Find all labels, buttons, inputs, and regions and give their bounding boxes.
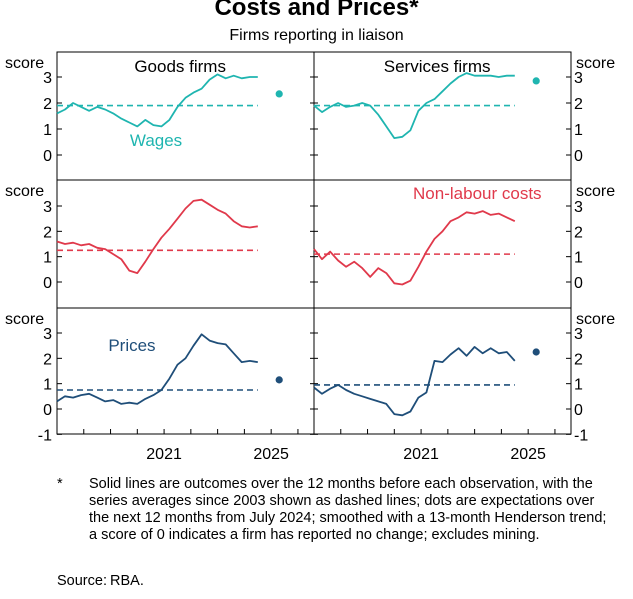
y-tick-label-right: 2 — [574, 96, 583, 113]
y-tick-label-right: 1 — [574, 250, 583, 267]
y-tick-label-left: 1 — [43, 377, 52, 394]
y-tick-label-left: 3 — [43, 70, 52, 87]
y-tick-label-right: 1 — [574, 122, 583, 139]
y-tick-label-right: 3 — [574, 199, 583, 216]
series-line-wages-services — [313, 72, 515, 140]
y-unit-right-0: score — [576, 55, 615, 72]
source-label: Source: — [57, 573, 107, 589]
y-tick-label-right: 3 — [574, 70, 583, 87]
column-title-services: Services firms — [384, 57, 491, 76]
chart-subtitle: Firms reporting in liaison — [229, 27, 404, 44]
series-line-prices-services — [313, 345, 516, 417]
y-tick-label-left: 2 — [43, 96, 52, 113]
y-tick-label-left: 2 — [43, 224, 52, 241]
x-tick-label: 2021 — [146, 446, 182, 463]
series-line-prices-goods — [56, 333, 258, 405]
y-tick-label-left: 1 — [43, 122, 52, 139]
y-unit-left-0: score — [5, 55, 44, 72]
expectation-dot-wages-goods — [275, 90, 283, 98]
expectation-dot-prices-goods — [275, 376, 283, 384]
y-tick-label-right: 0 — [574, 148, 583, 165]
y-tick-label-right: 1 — [574, 377, 583, 394]
y-unit-left-1: score — [5, 183, 44, 200]
y-tick-label-left: 3 — [43, 199, 52, 216]
y-tick-label-right: -1 — [574, 427, 588, 444]
label-prices: Prices — [108, 336, 155, 355]
y-tick-label-left: 1 — [43, 250, 52, 267]
chart-title: Costs and Prices* — [214, 0, 419, 21]
series-line-nonlabour-goods — [56, 198, 258, 275]
y-tick-label-left: 0 — [43, 148, 52, 165]
x-tick-label: 2025 — [253, 446, 289, 463]
source-line: Source: RBA. — [57, 573, 144, 589]
y-tick-label-right: 2 — [574, 224, 583, 241]
y-tick-label-right: 0 — [574, 275, 583, 292]
footnote-marker: * — [57, 476, 63, 492]
y-tick-label-right: 2 — [574, 351, 583, 368]
y-tick-label-left: 0 — [43, 402, 52, 419]
y-tick-label-left: 3 — [43, 326, 52, 343]
y-unit-right-2: score — [576, 311, 615, 328]
y-tick-label-right: 0 — [574, 402, 583, 419]
y-unit-left-2: score — [5, 311, 44, 328]
expectation-dot-wages-services — [532, 77, 540, 85]
label-nonlabour: Non-labour costs — [413, 184, 542, 203]
column-title-goods: Goods firms — [134, 57, 226, 76]
expectation-dot-prices-services — [532, 348, 540, 356]
x-tick-label: 2021 — [403, 446, 439, 463]
source-value: RBA. — [110, 573, 144, 589]
y-tick-label-left: -1 — [38, 427, 52, 444]
label-wages: Wages — [130, 131, 182, 150]
y-tick-label-right: 3 — [574, 326, 583, 343]
series-line-nonlabour-services — [313, 210, 516, 286]
y-tick-label-left: 0 — [43, 275, 52, 292]
y-unit-right-1: score — [576, 183, 615, 200]
x-tick-label: 2025 — [510, 446, 546, 463]
series-line-wages-goods — [56, 73, 258, 128]
y-tick-label-left: 2 — [43, 351, 52, 368]
footnote-text: Solid lines are outcomes over the 12 mon… — [89, 476, 607, 543]
